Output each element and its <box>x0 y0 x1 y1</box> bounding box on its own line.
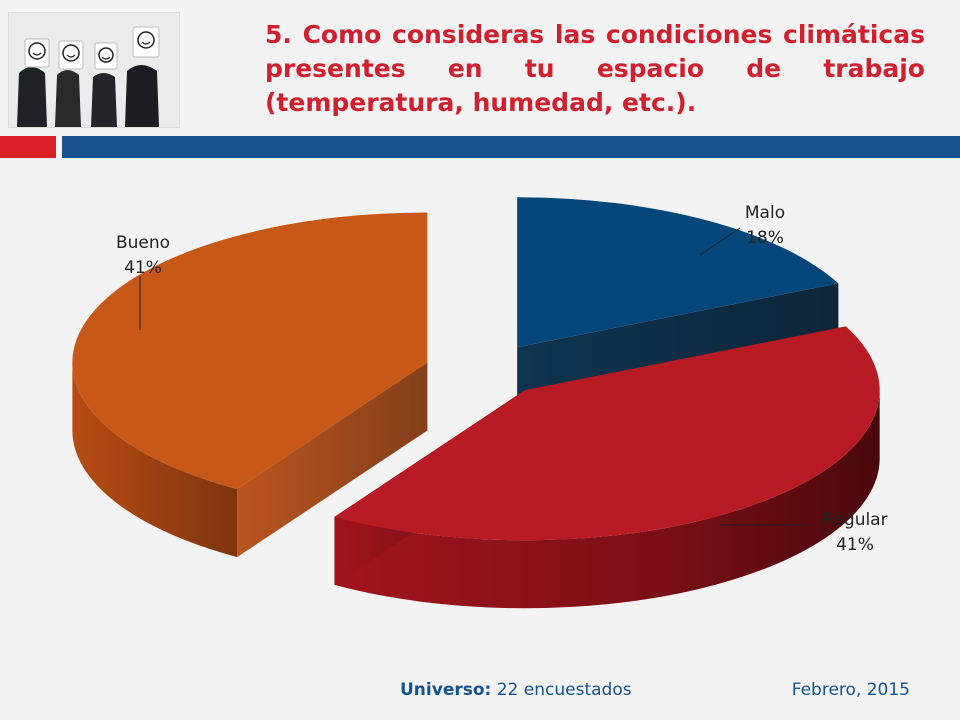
pie-slice-top-regular <box>334 326 880 541</box>
people-photo <box>8 12 180 128</box>
pie-slice-bueno <box>72 212 428 558</box>
slice-label-malo: Malo <box>745 203 785 223</box>
smiley-people-illustration <box>9 13 179 127</box>
footer: Universo: 22 encuestados Febrero, 2015 <box>400 680 910 700</box>
accent-bar-red <box>0 136 56 158</box>
leader-line-malo <box>699 227 741 256</box>
slice-value-malo: 18% <box>746 228 784 248</box>
universe-value: 22 encuestados <box>496 680 632 700</box>
pie-slice-regular <box>334 326 880 609</box>
pie-slice-top-malo <box>517 197 839 348</box>
slice-label-bueno: Bueno <box>116 233 170 253</box>
date-text: Febrero, 2015 <box>791 680 910 700</box>
universe-label: Universo: <box>400 680 492 700</box>
pie-chart: Malo 18% Regular 41% Bueno 41% <box>72 197 888 609</box>
accent-bar-blue <box>62 136 960 158</box>
slice-value-bueno: 41% <box>124 258 162 278</box>
pie-slice-top-bueno <box>72 212 428 490</box>
pie-slice-cut-bueno-0 <box>237 362 428 558</box>
slice-value-regular: 41% <box>836 535 874 555</box>
pie-slice-side-bueno <box>72 362 238 558</box>
pie-slice-side-regular <box>334 390 880 609</box>
slice-label-regular: Regular <box>822 510 887 530</box>
slide-title: 5. Como consideras las condiciones climá… <box>265 20 925 117</box>
